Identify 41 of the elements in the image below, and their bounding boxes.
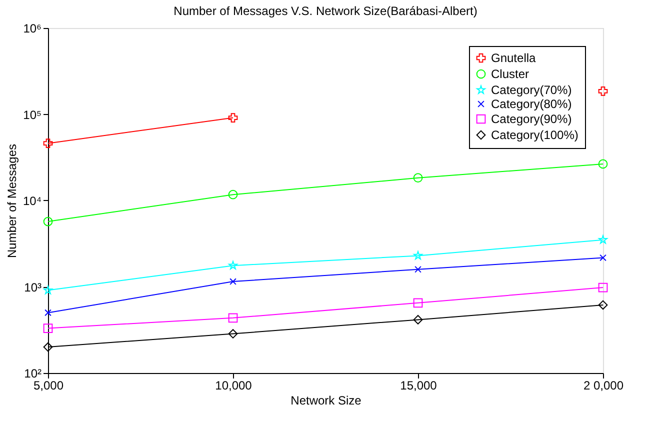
legend-label: Gnutella	[491, 51, 536, 65]
y-axis-title: Number of Messages	[4, 144, 19, 258]
y-tick-label: 10⁶	[23, 22, 42, 36]
point	[44, 286, 52, 294]
y-tick-label: 10³	[24, 280, 42, 294]
legend-label: Category(100%)	[491, 128, 578, 142]
point	[414, 251, 422, 260]
y-tick-label: 10⁴	[22, 194, 42, 208]
point	[44, 309, 52, 316]
point	[598, 300, 608, 310]
x-tick-label: 15,000	[400, 378, 438, 392]
point	[43, 216, 53, 226]
legend-label: Cluster	[491, 67, 530, 81]
point	[43, 342, 53, 352]
point	[598, 86, 608, 96]
chart-title: Number of Messages V.S. Network Size(Barábasi-Albert)	[174, 4, 478, 18]
x-axis-title: Network Size	[290, 394, 362, 408]
y-tick-label: 10²	[24, 366, 42, 380]
point	[228, 329, 238, 338]
x-tick-label: 2 0,000	[583, 378, 624, 392]
point	[598, 159, 608, 169]
point	[230, 278, 236, 285]
point	[228, 313, 238, 323]
point	[43, 324, 53, 333]
point	[228, 113, 238, 122]
legend-label: Category(90%)	[491, 112, 572, 126]
y-tick-label: 10⁵	[23, 108, 42, 122]
point	[228, 260, 238, 270]
legend-label: Category(70%)	[491, 83, 572, 97]
point	[598, 282, 608, 292]
point	[413, 298, 423, 308]
point	[43, 138, 53, 148]
point	[413, 173, 423, 183]
x-tick-label: 10,000	[215, 378, 252, 392]
point	[414, 266, 422, 273]
point	[413, 315, 423, 324]
point	[598, 235, 608, 244]
point	[600, 254, 606, 262]
x-tick-label: 5,000	[33, 378, 64, 392]
legend-label: Category(80%)	[491, 97, 572, 111]
point	[228, 190, 238, 200]
